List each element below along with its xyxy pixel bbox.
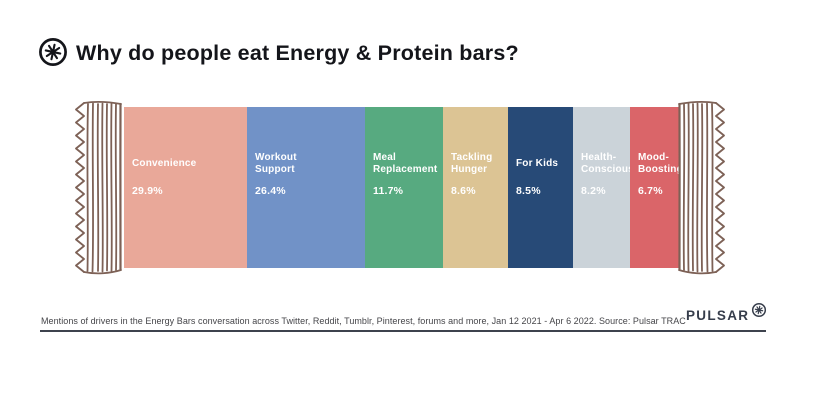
candy-bar-chart: Convenience 29.9% Workout Support 26.4% … [124, 107, 683, 268]
candy-wrapper-end-right [678, 101, 725, 275]
segment-value: 8.2% [581, 185, 606, 197]
bar-segment-health-conscious: Health- Conscious 8.2% [573, 107, 634, 268]
segment-label: For Kids [516, 158, 559, 169]
bar-segment-workout-support: Workout Support 26.4% [247, 107, 365, 268]
pulsar-brand-logo: PULSAR [686, 302, 767, 323]
source-footnote: Mentions of drivers in the Energy Bars c… [41, 316, 686, 326]
segment-value: 6.7% [638, 185, 663, 197]
page-title: Why do people eat Energy & Protein bars? [76, 41, 519, 65]
bar-segment-mood-boosting: Mood- Boosting 6.7% [630, 107, 683, 268]
segment-label: Tackling Hunger [451, 152, 493, 175]
candy-wrapper-end-left [75, 101, 122, 275]
segment-value: 26.4% [255, 185, 286, 197]
segment-value: 8.6% [451, 185, 476, 197]
circled-asterisk-icon [39, 38, 67, 66]
segment-label: Health- Conscious [581, 152, 634, 175]
segment-label: Mood- Boosting [638, 152, 683, 175]
segment-value: 29.9% [132, 185, 163, 197]
bar-segment-tackling-hunger: Tackling Hunger 8.6% [443, 107, 508, 268]
segment-value: 11.7% [373, 185, 404, 197]
bar-segment-meal-replacement: Meal Replacement 11.7% [365, 107, 443, 268]
circled-asterisk-icon [752, 302, 767, 318]
pulsar-wordmark: PULSAR [686, 308, 750, 323]
segment-value: 8.5% [516, 185, 541, 197]
footer-divider [40, 330, 766, 332]
segment-label: Workout Support [255, 152, 297, 175]
segment-label: Convenience [132, 158, 197, 169]
bar-segment-convenience: Convenience 29.9% [124, 107, 247, 268]
bar-segment-for-kids: For Kids 8.5% [508, 107, 573, 268]
segment-label: Meal Replacement [373, 152, 438, 175]
